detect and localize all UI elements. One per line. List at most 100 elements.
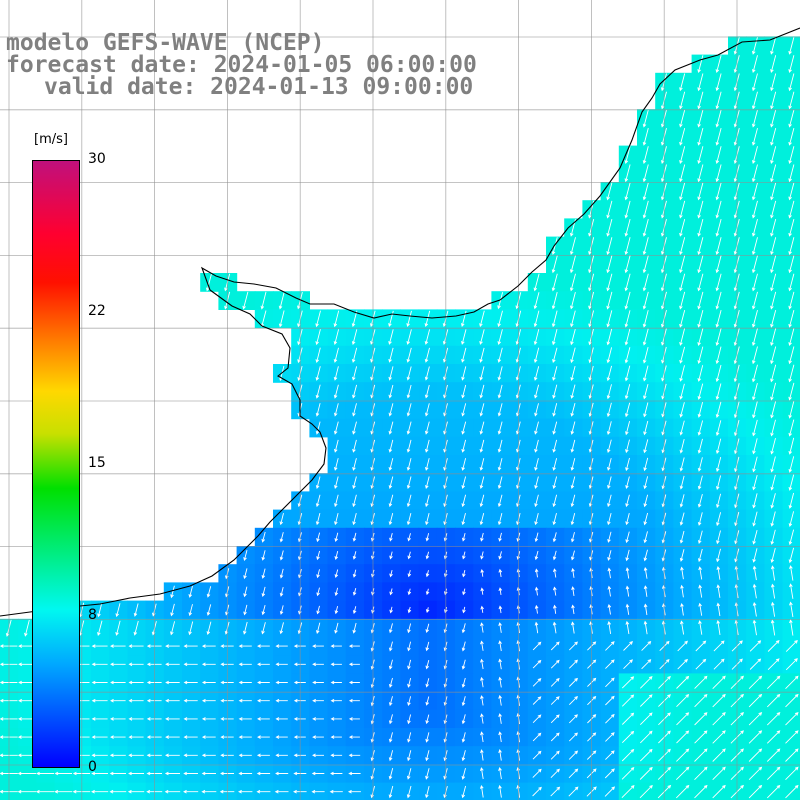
wind-vector-arrow bbox=[751, 127, 758, 146]
wind-vector-arrow bbox=[643, 566, 648, 579]
wind-vector-arrow bbox=[789, 619, 794, 636]
wind-vector-arrow bbox=[183, 698, 198, 703]
wind-vector-arrow bbox=[551, 291, 558, 310]
wind-vector-arrow bbox=[606, 384, 612, 400]
wind-vector-arrow bbox=[534, 403, 539, 417]
wind-vector-arrow bbox=[115, 620, 121, 636]
wind-vector-arrow bbox=[680, 584, 684, 598]
wind-vector-arrow bbox=[770, 73, 777, 92]
wind-vector-arrow bbox=[351, 366, 358, 381]
wind-vector-arrow bbox=[206, 604, 212, 616]
wind-vector-arrow bbox=[406, 768, 412, 780]
wind-vector-arrow bbox=[676, 694, 690, 708]
wind-vector-arrow bbox=[497, 421, 503, 435]
wind-vector-arrow bbox=[183, 717, 198, 721]
wind-vector-arrow bbox=[388, 659, 393, 670]
wind-vector-arrow bbox=[770, 364, 777, 383]
wind-vector-arrow bbox=[788, 291, 795, 310]
wind-vector-arrow bbox=[624, 182, 631, 201]
wind-vector-arrow bbox=[479, 421, 485, 435]
wind-vector-arrow bbox=[679, 530, 685, 544]
wind-vector-arrow bbox=[570, 494, 576, 508]
wind-vector-arrow bbox=[461, 785, 467, 799]
wind-vector-arrow bbox=[642, 291, 649, 310]
wind-vector-arrow bbox=[275, 680, 288, 685]
wind-vector-arrow bbox=[389, 532, 393, 542]
wind-vector-arrow bbox=[643, 457, 649, 472]
wind-vector-arrow bbox=[623, 659, 633, 670]
wind-vector-arrow bbox=[752, 456, 758, 473]
wind-vector-arrow bbox=[461, 439, 467, 453]
wind-vector-arrow bbox=[715, 237, 722, 256]
wind-vector-arrow bbox=[625, 531, 630, 544]
wind-vector-arrow bbox=[676, 712, 690, 726]
wind-vector-arrow bbox=[623, 641, 633, 651]
wind-vector-arrow bbox=[91, 698, 108, 703]
wind-vector-arrow bbox=[388, 458, 394, 471]
wind-vector-arrow bbox=[498, 551, 502, 560]
wind-vector-arrow bbox=[570, 384, 576, 399]
wind-vector-arrow bbox=[788, 237, 795, 256]
wind-vector-arrow bbox=[261, 622, 266, 635]
wind-vector-arrow bbox=[257, 698, 270, 703]
wind-vector-arrow bbox=[461, 659, 466, 670]
colorbar-tick-15: 15 bbox=[88, 455, 106, 471]
wind-vector-arrow bbox=[480, 532, 484, 542]
wind-vector-arrow bbox=[568, 714, 578, 724]
wind-vector-arrow bbox=[643, 383, 649, 400]
wind-vector-arrow bbox=[679, 420, 685, 436]
wind-vector-arrow bbox=[238, 771, 253, 776]
wind-vector-arrow bbox=[128, 717, 144, 721]
wind-vector-arrow bbox=[257, 644, 270, 648]
wind-vector-arrow bbox=[770, 36, 777, 55]
wind-vector-arrow bbox=[352, 622, 357, 634]
wind-vector-arrow bbox=[165, 662, 180, 667]
wind-vector-arrow bbox=[697, 383, 704, 400]
wind-vector-arrow bbox=[766, 766, 781, 781]
wind-vector-arrow bbox=[275, 698, 288, 703]
wind-vector-arrow bbox=[625, 620, 630, 635]
wind-vector-arrow bbox=[330, 717, 342, 721]
wind-vector-arrow bbox=[316, 550, 321, 561]
wind-vector-arrow bbox=[532, 659, 542, 669]
wind-vector-arrow bbox=[498, 532, 502, 542]
wind-vector-arrow bbox=[333, 421, 339, 435]
wind-vector-arrow bbox=[407, 714, 412, 725]
wind-vector-arrow bbox=[352, 384, 358, 399]
wind-vector-arrow bbox=[183, 789, 199, 794]
wind-vector-arrow bbox=[751, 273, 758, 292]
wind-vector-arrow bbox=[352, 403, 357, 417]
wind-vector-arrow bbox=[606, 458, 612, 471]
wind-vector-arrow bbox=[311, 771, 325, 776]
wind-vector-arrow bbox=[425, 659, 430, 670]
wind-vector-arrow bbox=[694, 766, 708, 781]
wind-vector-arrow bbox=[388, 329, 394, 345]
wind-vector-arrow bbox=[533, 273, 540, 292]
wind-vector-arrow bbox=[312, 662, 324, 667]
wind-vector-arrow bbox=[716, 602, 721, 617]
wind-vector-arrow bbox=[751, 237, 758, 256]
wind-vector-arrow bbox=[334, 587, 339, 597]
wind-vector-arrow bbox=[568, 641, 578, 651]
wind-vector-arrow bbox=[570, 532, 575, 543]
wind-vector-arrow bbox=[425, 623, 430, 634]
wind-vector-arrow bbox=[316, 587, 320, 597]
wind-vector-arrow bbox=[315, 347, 321, 364]
wind-vector-arrow bbox=[625, 567, 630, 579]
wind-vector-arrow bbox=[751, 218, 758, 237]
wind-vector-arrow bbox=[712, 675, 726, 690]
wind-vector-arrow bbox=[279, 568, 284, 579]
wind-vector-arrow bbox=[388, 347, 394, 363]
wind-vector-arrow bbox=[770, 346, 777, 365]
wind-vector-arrow bbox=[330, 771, 343, 776]
wind-vector-arrow bbox=[770, 255, 777, 274]
wind-vector-arrow bbox=[406, 347, 412, 363]
wind-vector-arrow bbox=[698, 584, 703, 598]
wind-vector-arrow bbox=[406, 403, 412, 417]
wind-vector-arrow bbox=[170, 603, 175, 617]
wind-vector-arrow bbox=[607, 585, 612, 597]
colorbar-tick-30: 30 bbox=[88, 151, 106, 167]
wind-vector-arrow bbox=[201, 735, 216, 739]
wind-vector-arrow bbox=[568, 696, 578, 706]
